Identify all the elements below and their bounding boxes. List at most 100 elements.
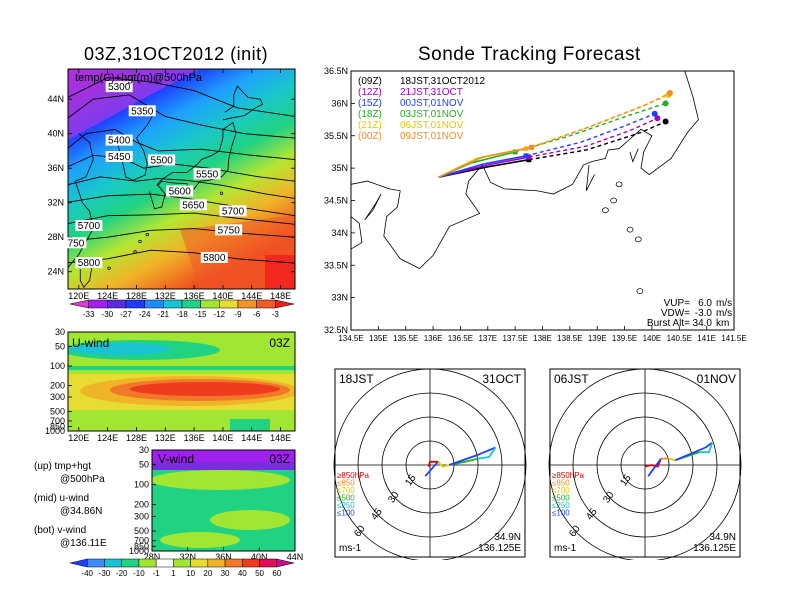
burst-marker xyxy=(523,153,529,159)
v-wind-lat-label: 28N xyxy=(144,552,161,562)
launch-time: 06JST,01NOV xyxy=(400,120,464,131)
contour-label: 5300 xyxy=(108,82,131,93)
height-contour-7 xyxy=(68,228,295,242)
hodograph-legend: ≤250 xyxy=(337,501,355,510)
wind-colorbar-label: 30 xyxy=(221,569,230,578)
hodograph-legend: ≤700 xyxy=(337,486,355,495)
hodograph-trace xyxy=(644,458,662,468)
wind-colorbar-swatch xyxy=(173,558,191,568)
pressure-label: 1000 xyxy=(129,546,149,556)
track-island-4 xyxy=(634,236,642,243)
height-contour-6 xyxy=(68,212,295,225)
track-title: Sonde Tracking Forecast xyxy=(418,44,641,65)
height-contour-0 xyxy=(68,77,295,117)
height-contour-1 xyxy=(68,94,295,139)
pressure-label: 100 xyxy=(134,480,149,490)
track-lon-label: 134.5E xyxy=(338,334,363,343)
height-contour-3 xyxy=(68,154,295,182)
sonde-track-map: 36.5N 36N 35.5N 35N 34.5N 34N 33.5N 33N 32.5N134… xyxy=(324,66,747,343)
track-island-3 xyxy=(626,226,634,233)
track-lon-label: 135E xyxy=(369,334,388,343)
track-lon-label: 136.5E xyxy=(448,334,473,343)
burst-marker xyxy=(529,144,535,150)
contour-label-bg xyxy=(128,105,156,117)
hodograph-lat: 34.9N xyxy=(494,532,521,543)
temp-colorbar-label: -12 xyxy=(214,310,226,319)
pressure-label: 1000 xyxy=(45,426,65,436)
u-wind-lon-label: 128E xyxy=(126,433,147,443)
track-lon-label: 140.5E xyxy=(667,334,692,343)
hodograph-legend: ≤500 xyxy=(337,494,355,503)
v-wind-lat-label: 32N xyxy=(179,552,196,562)
param-unit: km xyxy=(716,318,729,329)
wind-colorbar-swatch xyxy=(104,558,122,568)
hodograph-unit: ms-1 xyxy=(339,543,362,554)
height-contour-5 xyxy=(68,193,295,217)
legend-note-title: (bot) v-wind xyxy=(34,525,87,536)
contour-label-bg xyxy=(215,224,243,236)
temp-colorbar-label: -15 xyxy=(195,310,207,319)
contour-label-bg xyxy=(219,205,247,217)
param-label: Burst Alt= xyxy=(647,318,690,329)
contour-label-bg xyxy=(166,185,194,197)
legend-note-title: (mid) u-wind xyxy=(34,493,90,504)
temp-colorbar-label: -24 xyxy=(139,310,151,319)
wind-colorbar-swatch xyxy=(259,558,278,568)
contour-label-bg xyxy=(179,199,207,211)
contour-label: 5500 xyxy=(151,155,174,166)
wind-colorbar-label: 1 xyxy=(171,569,176,578)
pressure-label: 30 xyxy=(55,327,65,337)
contour-label: 5800 xyxy=(78,258,101,269)
launch-tag: (12Z) xyxy=(358,87,382,98)
hodograph-trace xyxy=(427,460,438,467)
hodograph-trace xyxy=(437,461,450,468)
temp-colorbar-label: -6 xyxy=(253,310,261,319)
map-lon-label: 124E xyxy=(97,291,118,301)
legend-note-detail: @500hPa xyxy=(60,474,105,485)
map-lat-label: 40N xyxy=(47,129,64,139)
contour-label-bg xyxy=(200,251,228,263)
u-wind-lon-label: 148E xyxy=(270,433,291,443)
track-island-2 xyxy=(602,207,609,214)
hodograph-date: 31OCT xyxy=(482,372,521,386)
u-wind-lon-label: 136E xyxy=(184,433,205,443)
track-line-solid xyxy=(438,155,527,178)
hodograph-trace xyxy=(699,442,714,454)
track-line-dashed xyxy=(528,120,666,161)
pressure-label: 50 xyxy=(55,341,65,351)
launch-time: 21JST,31OCT xyxy=(400,87,463,98)
v-wind-lat-label: 40N xyxy=(251,552,268,562)
hodograph-legend: ≤700 xyxy=(552,486,570,495)
map-lon-label: 136E xyxy=(184,291,205,301)
v-wind-label: V-wind xyxy=(158,452,194,466)
map-lat-label: 32N xyxy=(47,198,64,208)
landing-point xyxy=(651,110,658,117)
landing-point xyxy=(662,118,669,125)
contour-label: 5550 xyxy=(196,169,219,180)
temp-colorbar-label: -21 xyxy=(158,310,170,319)
track-lat-label: 33N xyxy=(331,293,348,303)
landing-point xyxy=(662,100,669,107)
u-wind-lon-label: 120E xyxy=(68,433,89,443)
track-lon-label: 135.5E xyxy=(393,334,418,343)
pressure-label: 850 xyxy=(134,541,149,551)
wind-colorbar-label: -40 xyxy=(81,569,93,578)
island-2 xyxy=(145,232,149,237)
pressure-label: 200 xyxy=(134,500,149,510)
hodograph-legend: ≥850hPa xyxy=(552,471,585,480)
map-lat-label: 28N xyxy=(47,232,64,242)
track-coastline-2 xyxy=(364,193,382,221)
pressure-label: 300 xyxy=(134,511,149,521)
legend-note-detail: @136.11E xyxy=(60,538,107,549)
hodograph-unit: ms-1 xyxy=(554,543,577,554)
launch-tag: (15Z) xyxy=(358,98,382,109)
burst-marker xyxy=(512,149,518,155)
wind-colorbar-label: 50 xyxy=(255,569,264,578)
launch-tag: (00Z) xyxy=(358,131,382,142)
track-lon-label: 139E xyxy=(588,334,607,343)
wind-colorbar-label: -10 xyxy=(133,569,145,578)
hodograph-legend: ≤100 xyxy=(552,509,570,518)
contour-label: 5750 xyxy=(218,225,241,236)
track-lon-label: 137E xyxy=(478,334,497,343)
